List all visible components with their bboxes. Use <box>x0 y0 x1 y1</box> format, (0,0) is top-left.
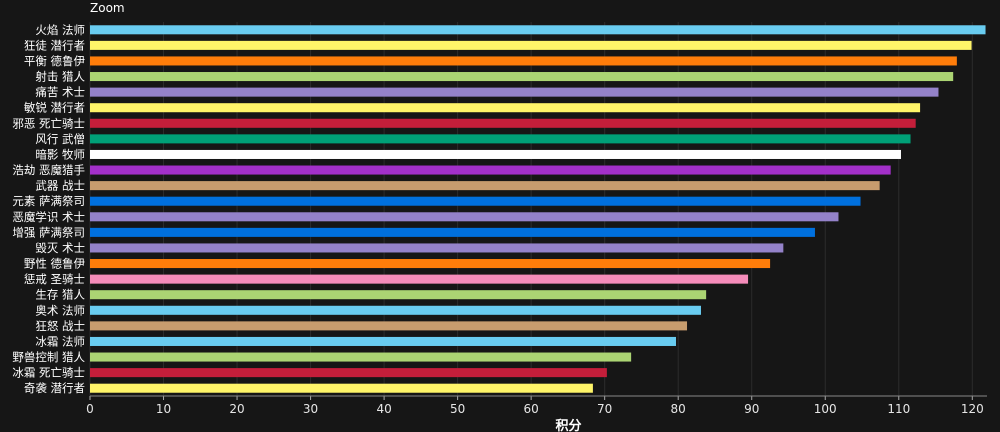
category-label: 平衡 德鲁伊 <box>24 54 86 68</box>
x-tick-label: 40 <box>376 402 391 416</box>
category-label: 狂怒 战士 <box>35 319 85 333</box>
bar[interactable] <box>90 165 891 175</box>
category-label: 元素 萨满祭司 <box>12 194 85 208</box>
x-tick-label: 10 <box>156 402 171 416</box>
x-tick-label: 30 <box>303 402 318 416</box>
bar[interactable] <box>90 72 954 82</box>
bar[interactable] <box>90 383 593 393</box>
x-tick-label: 0 <box>86 402 94 416</box>
bar[interactable] <box>90 103 921 113</box>
bar[interactable] <box>90 259 771 269</box>
category-label: 暗影 牧师 <box>35 147 85 161</box>
gridlines <box>89 22 973 396</box>
bar[interactable] <box>90 87 939 97</box>
x-axis-title: 积分 <box>555 418 581 432</box>
bar[interactable] <box>90 305 701 315</box>
category-label: 增强 萨满祭司 <box>12 225 85 239</box>
category-label: 恶魔学识 术士 <box>12 210 85 224</box>
category-label: 邪恶 死亡骑士 <box>12 116 85 130</box>
bar[interactable] <box>90 134 911 144</box>
bars <box>90 25 986 393</box>
bar[interactable] <box>90 368 607 378</box>
bar[interactable] <box>90 25 986 35</box>
bar[interactable] <box>90 40 972 50</box>
x-tick-label: 80 <box>671 402 686 416</box>
bar[interactable] <box>90 336 676 346</box>
bar[interactable] <box>90 290 707 300</box>
bar[interactable] <box>90 149 901 159</box>
category-label: 冰霜 死亡骑士 <box>12 366 85 380</box>
x-tick-label: 100 <box>814 402 837 416</box>
category-label: 痛苦 术士 <box>35 85 85 99</box>
x-axis-ticks: 0 10 20 30 40 50 60 70 80 90 100 110 120 <box>86 395 987 416</box>
x-tick-label: 120 <box>961 402 984 416</box>
x-tick-label: 20 <box>229 402 244 416</box>
bar[interactable] <box>90 227 815 237</box>
category-label: 武器 战士 <box>35 179 85 193</box>
bar[interactable] <box>90 181 880 191</box>
category-label: 生存 猎人 <box>35 288 85 302</box>
category-label: 浩劫 恶魔猎手 <box>12 163 85 177</box>
category-label: 风行 武僧 <box>35 132 85 146</box>
category-label: 野兽控制 猎人 <box>12 350 85 364</box>
bar[interactable] <box>90 321 688 331</box>
bar[interactable] <box>90 274 749 284</box>
x-tick-label: 70 <box>597 402 612 416</box>
zoom-button[interactable]: Zoom <box>90 1 125 15</box>
bar[interactable] <box>90 56 957 66</box>
bar[interactable] <box>90 196 861 206</box>
bar[interactable] <box>90 118 916 128</box>
category-label: 奇袭 潜行者 <box>24 381 85 395</box>
category-label: 惩戒 圣骑士 <box>24 272 85 286</box>
x-tick-label: 50 <box>450 402 465 416</box>
category-label: 奥术 法师 <box>35 303 85 317</box>
bar[interactable] <box>90 352 632 362</box>
category-label: 冰霜 法师 <box>35 334 85 348</box>
bar[interactable] <box>90 212 839 222</box>
category-label: 毁灭 术士 <box>35 241 85 255</box>
category-label: 射击 猎人 <box>35 70 85 84</box>
category-label: 火焰 法师 <box>35 23 85 37</box>
bar[interactable] <box>90 243 784 253</box>
x-tick-label: 90 <box>744 402 759 416</box>
x-tick-label: 60 <box>524 402 539 416</box>
category-label: 野性 德鲁伊 <box>24 257 86 271</box>
x-tick-label: 110 <box>887 402 910 416</box>
category-label: 敏锐 潜行者 <box>24 101 85 115</box>
category-label: 狂徒 潜行者 <box>24 38 85 52</box>
